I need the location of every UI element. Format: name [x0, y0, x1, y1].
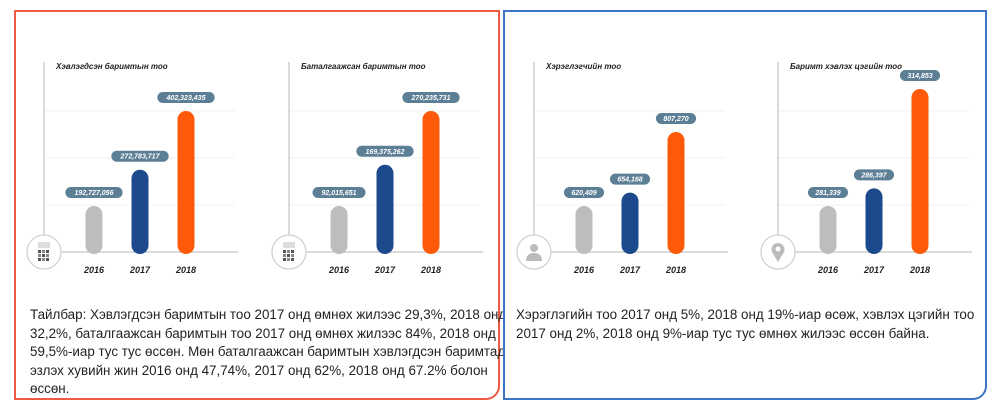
- x-tick-label: 2018: [909, 265, 930, 275]
- value-label-bg: [111, 150, 169, 162]
- bar-2017: [376, 164, 394, 254]
- document-shape: [38, 242, 50, 248]
- chart-title: Хэрэглэгчийн тоо: [546, 62, 622, 71]
- value-label: 169,375,262: [366, 149, 405, 156]
- value-label-bg: [807, 187, 849, 198]
- x-tick-label: 2016: [83, 265, 105, 275]
- qr-cell: [287, 254, 290, 257]
- value-label: 272,783,717: [120, 154, 161, 161]
- chart-title: Баримт хэвлэх цэгийн тоо: [790, 62, 903, 71]
- value-label: 314,853: [907, 73, 932, 80]
- qr-cell: [46, 258, 49, 261]
- x-tick-label: 2017: [374, 265, 396, 275]
- qr-cell: [283, 254, 286, 257]
- pin-hole: [775, 246, 781, 252]
- qr-cell: [38, 258, 41, 261]
- value-label: 270,235,731: [411, 95, 451, 102]
- value-label-bg: [853, 169, 895, 181]
- value-label: 654,168: [617, 177, 642, 184]
- user-head: [530, 244, 538, 252]
- chart-title: Хэвлэгдсэн баримтын тоо: [56, 62, 168, 71]
- qr-cell: [42, 250, 45, 253]
- bar-2016: [819, 206, 837, 254]
- value-label: 192,727,056: [75, 190, 114, 197]
- value-label-bg: [356, 145, 414, 157]
- value-label-bg: [899, 70, 941, 81]
- qr-cell: [38, 250, 41, 253]
- left-panel: 192,727,056 2016 272,783,717 2017 402,323,43…: [14, 10, 506, 400]
- right-panel: 620,409 2016 654,168 2017 807,270 2018 Хэрэгл…: [503, 10, 987, 400]
- location-pin-icon: [771, 243, 785, 262]
- chart-svg: 192,727,056 2016 272,783,717 2017 402,323,43…: [26, 62, 238, 275]
- note-right: Хэрэглэгийн тоо 2017 онд 5%, 2018 онд 19…: [516, 307, 975, 341]
- qr-cell: [46, 250, 49, 253]
- qr-cell: [291, 254, 294, 257]
- qr-cell: [38, 254, 41, 257]
- value-label-bg: [157, 92, 215, 103]
- qr-cell: [287, 258, 290, 261]
- x-tick-label: 2018: [175, 265, 196, 275]
- x-tick-label: 2016: [817, 265, 839, 275]
- chart-verified-receipts: 92,015,651 2016 169,375,262 2017 270,235,731…: [265, 50, 500, 285]
- chart-print-points: 281,339 2016 286,397 2017 314,853 2018 Баримт…: [754, 50, 989, 285]
- qr-cell: [46, 254, 49, 257]
- document-qr-icon: [38, 242, 50, 261]
- value-label: 281,339: [814, 190, 840, 197]
- chart-printed-receipts: 192,727,056 2016 272,783,717 2017 402,323,43…: [20, 50, 255, 285]
- bar-2017: [131, 169, 149, 254]
- x-tick-label: 2016: [573, 265, 595, 275]
- x-tick-label: 2016: [328, 265, 350, 275]
- chart-svg: 92,015,651 2016 169,375,262 2017 270,235,731…: [271, 62, 483, 275]
- value-label-bg: [312, 187, 366, 198]
- pin-shape: [771, 243, 785, 262]
- value-label: 286,397: [860, 172, 887, 179]
- note-left: Тайлбар: Хэвлэгдсэн баримтын тоо 2017 он…: [30, 307, 507, 396]
- bar-2018: [422, 111, 440, 254]
- value-label: 402,323,435: [166, 95, 206, 102]
- qr-cell: [291, 258, 294, 261]
- document-shape: [283, 242, 295, 248]
- x-tick-label: 2018: [665, 265, 686, 275]
- qr-cell: [42, 254, 45, 257]
- bar-2016: [575, 206, 593, 254]
- qr-cell: [283, 258, 286, 261]
- qr-cell: [287, 250, 290, 253]
- qr-cell: [283, 250, 286, 253]
- document-qr-icon: [283, 242, 295, 261]
- value-label: 807,270: [663, 116, 688, 123]
- bar-2016: [85, 206, 103, 254]
- chart-title: Баталгаажсан баримтын тоо: [301, 62, 426, 71]
- bar-2016: [330, 206, 348, 254]
- x-tick-label: 2017: [863, 265, 885, 275]
- value-label-bg: [609, 173, 651, 185]
- chart-svg: 620,409 2016 654,168 2017 807,270 2018: [516, 62, 728, 275]
- user-body: [526, 253, 542, 261]
- qr-cell: [291, 250, 294, 253]
- value-label: 92,015,651: [321, 190, 356, 197]
- x-tick-label: 2017: [619, 265, 641, 275]
- qr-cell: [42, 258, 45, 261]
- chart-users: 620,409 2016 654,168 2017 807,270 2018 Хэрэгл…: [510, 50, 745, 285]
- x-tick-label: 2018: [420, 265, 441, 275]
- chart-svg: 281,339 2016 286,397 2017 314,853 2018: [760, 62, 972, 275]
- user-icon: [526, 244, 542, 261]
- bar-2018: [177, 111, 195, 254]
- value-label: 620,409: [571, 190, 596, 197]
- bar-2017: [621, 192, 639, 254]
- bar-2018: [667, 132, 685, 254]
- value-label-bg: [655, 113, 697, 124]
- value-label-bg: [563, 187, 605, 198]
- bar-2017: [865, 188, 883, 254]
- bar-2018: [911, 89, 929, 254]
- value-label-bg: [402, 92, 460, 103]
- x-tick-label: 2017: [129, 265, 151, 275]
- value-label-bg: [65, 187, 123, 198]
